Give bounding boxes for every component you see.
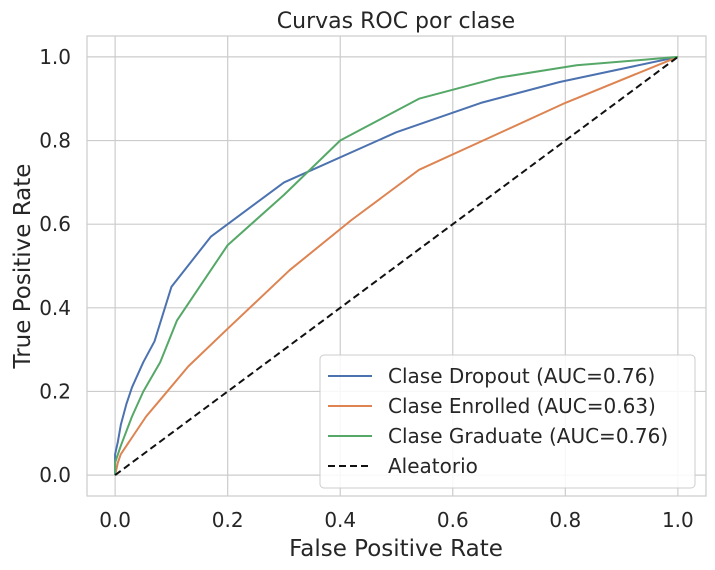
x-tick-labels: 0.0 0.2 0.4 0.6 0.8 1.0	[99, 508, 694, 532]
y-tick-label: 1.0	[39, 45, 71, 69]
legend-label-2: Clase Graduate (AUC=0.76)	[388, 424, 668, 448]
x-tick-label: 1.0	[662, 508, 694, 532]
plot-frame	[86, 35, 707, 497]
chart-title: Curvas ROC por clase	[277, 9, 515, 34]
x-axis-label: False Positive Rate	[289, 536, 503, 562]
series-line-2	[114, 55, 678, 476]
y-axis-label: True Positive Rate	[10, 164, 36, 370]
series-line-0	[114, 55, 679, 476]
legend-label-1: Clase Enrolled (AUC=0.63)	[388, 394, 656, 418]
y-tick-label: 0.2	[39, 379, 71, 403]
series-line-1	[114, 55, 679, 476]
series-lines	[114, 55, 679, 476]
x-tick-label: 0.6	[437, 508, 469, 532]
series-line-3	[114, 56, 679, 476]
x-tick-label: 0.2	[212, 508, 244, 532]
legend: Clase Dropout (AUC=0.76) Clase Enrolled (…	[319, 354, 696, 489]
grid-lines	[87, 36, 706, 496]
x-tick-label: 0.4	[324, 508, 356, 532]
legend-label-0: Clase Dropout (AUC=0.76)	[388, 364, 655, 388]
x-tick-label: 0.8	[549, 508, 581, 532]
y-tick-label: 0.6	[39, 212, 71, 236]
legend-box	[319, 354, 696, 489]
y-tick-label: 0.0	[39, 463, 71, 487]
y-tick-labels: 0.0 0.2 0.4 0.6 0.8 1.0	[39, 45, 71, 487]
y-tick-label: 0.8	[39, 129, 71, 153]
y-tick-label: 0.4	[39, 296, 71, 320]
x-tick-label: 0.0	[99, 508, 131, 532]
legend-label-3: Aleatorio	[388, 454, 478, 478]
